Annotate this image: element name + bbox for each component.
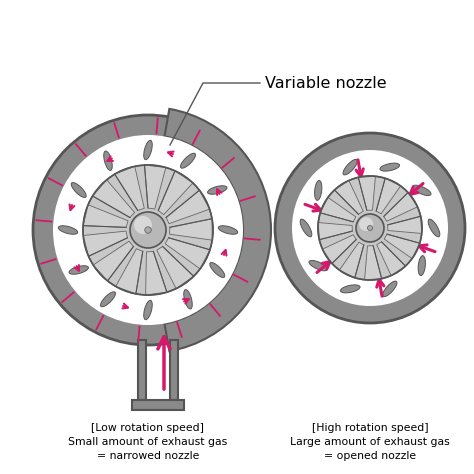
Ellipse shape xyxy=(100,292,116,307)
Polygon shape xyxy=(384,234,420,258)
Text: Variable nozzle: Variable nozzle xyxy=(265,75,387,91)
Polygon shape xyxy=(170,219,212,240)
Polygon shape xyxy=(365,246,382,280)
Polygon shape xyxy=(318,223,352,240)
Polygon shape xyxy=(115,166,144,210)
Circle shape xyxy=(275,133,465,323)
Ellipse shape xyxy=(208,186,227,194)
Text: = opened nozzle: = opened nozzle xyxy=(324,451,416,461)
Text: Large amount of exhaust gas: Large amount of exhaust gas xyxy=(290,437,450,447)
Polygon shape xyxy=(116,249,143,294)
Circle shape xyxy=(359,217,373,231)
Ellipse shape xyxy=(69,266,89,274)
Polygon shape xyxy=(166,190,210,224)
Circle shape xyxy=(367,226,373,230)
Circle shape xyxy=(53,135,243,325)
Polygon shape xyxy=(132,400,184,410)
Polygon shape xyxy=(83,205,128,228)
Polygon shape xyxy=(93,241,134,281)
Polygon shape xyxy=(322,235,356,264)
Ellipse shape xyxy=(309,260,328,271)
Polygon shape xyxy=(339,242,364,278)
Ellipse shape xyxy=(300,219,312,237)
Polygon shape xyxy=(377,242,405,275)
Ellipse shape xyxy=(144,140,152,160)
Polygon shape xyxy=(92,180,135,218)
Ellipse shape xyxy=(383,281,397,297)
Ellipse shape xyxy=(184,290,192,309)
Ellipse shape xyxy=(343,159,357,175)
Text: = narrowed nozzle: = narrowed nozzle xyxy=(97,451,199,461)
Ellipse shape xyxy=(315,181,322,201)
Circle shape xyxy=(356,214,384,242)
Ellipse shape xyxy=(412,185,431,196)
Ellipse shape xyxy=(104,151,112,171)
Polygon shape xyxy=(158,171,193,215)
Polygon shape xyxy=(146,251,167,295)
Ellipse shape xyxy=(71,182,86,198)
Ellipse shape xyxy=(144,301,152,319)
Circle shape xyxy=(134,216,152,234)
Polygon shape xyxy=(358,176,375,210)
Ellipse shape xyxy=(58,226,78,234)
Polygon shape xyxy=(376,178,401,214)
Text: [High rotation speed]: [High rotation speed] xyxy=(312,423,428,433)
Polygon shape xyxy=(165,238,210,269)
Circle shape xyxy=(292,150,448,306)
Polygon shape xyxy=(335,181,363,214)
Polygon shape xyxy=(83,231,128,256)
Circle shape xyxy=(130,212,166,248)
Ellipse shape xyxy=(380,163,400,171)
Polygon shape xyxy=(320,198,356,222)
Ellipse shape xyxy=(418,255,425,275)
Circle shape xyxy=(318,176,422,280)
Ellipse shape xyxy=(219,226,237,234)
Ellipse shape xyxy=(181,153,195,168)
Ellipse shape xyxy=(340,285,360,293)
Polygon shape xyxy=(145,165,166,209)
Polygon shape xyxy=(157,246,194,289)
Polygon shape xyxy=(388,216,422,233)
Polygon shape xyxy=(138,340,146,400)
Wedge shape xyxy=(164,109,271,351)
Polygon shape xyxy=(170,340,178,400)
Polygon shape xyxy=(384,192,418,221)
Text: Small amount of exhaust gas: Small amount of exhaust gas xyxy=(68,437,228,447)
Ellipse shape xyxy=(428,219,440,237)
Circle shape xyxy=(33,115,263,345)
Circle shape xyxy=(83,165,213,295)
Ellipse shape xyxy=(210,263,225,277)
Circle shape xyxy=(145,227,151,233)
Text: [Low rotation speed]: [Low rotation speed] xyxy=(91,423,204,433)
